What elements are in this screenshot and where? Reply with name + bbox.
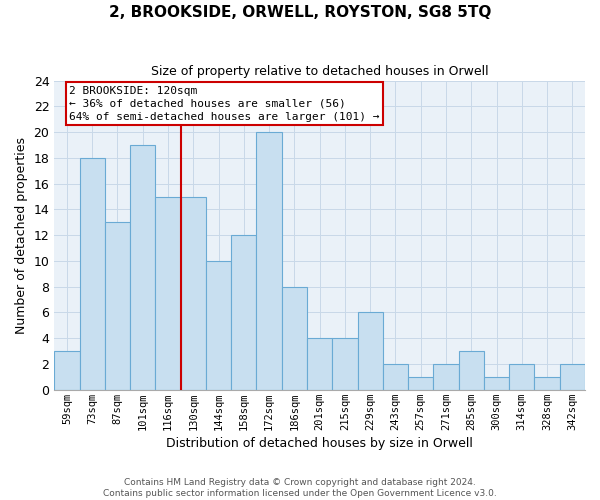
Title: Size of property relative to detached houses in Orwell: Size of property relative to detached ho… bbox=[151, 65, 488, 78]
Y-axis label: Number of detached properties: Number of detached properties bbox=[15, 136, 28, 334]
Bar bbox=[307, 338, 332, 390]
Bar bbox=[181, 196, 206, 390]
X-axis label: Distribution of detached houses by size in Orwell: Distribution of detached houses by size … bbox=[166, 437, 473, 450]
Bar bbox=[54, 351, 80, 390]
Bar bbox=[484, 377, 509, 390]
Bar bbox=[358, 312, 383, 390]
Text: 2, BROOKSIDE, ORWELL, ROYSTON, SG8 5TQ: 2, BROOKSIDE, ORWELL, ROYSTON, SG8 5TQ bbox=[109, 5, 491, 20]
Bar bbox=[130, 145, 155, 390]
Bar bbox=[256, 132, 282, 390]
Bar bbox=[231, 235, 256, 390]
Bar bbox=[206, 261, 231, 390]
Bar bbox=[408, 377, 433, 390]
Text: 2 BROOKSIDE: 120sqm
← 36% of detached houses are smaller (56)
64% of semi-detach: 2 BROOKSIDE: 120sqm ← 36% of detached ho… bbox=[70, 86, 380, 122]
Bar bbox=[155, 196, 181, 390]
Bar bbox=[458, 351, 484, 390]
Bar bbox=[332, 338, 358, 390]
Bar bbox=[560, 364, 585, 390]
Bar bbox=[105, 222, 130, 390]
Bar bbox=[383, 364, 408, 390]
Bar bbox=[433, 364, 458, 390]
Bar bbox=[80, 158, 105, 390]
Text: Contains HM Land Registry data © Crown copyright and database right 2024.
Contai: Contains HM Land Registry data © Crown c… bbox=[103, 478, 497, 498]
Bar bbox=[509, 364, 535, 390]
Bar bbox=[282, 286, 307, 390]
Bar bbox=[535, 377, 560, 390]
